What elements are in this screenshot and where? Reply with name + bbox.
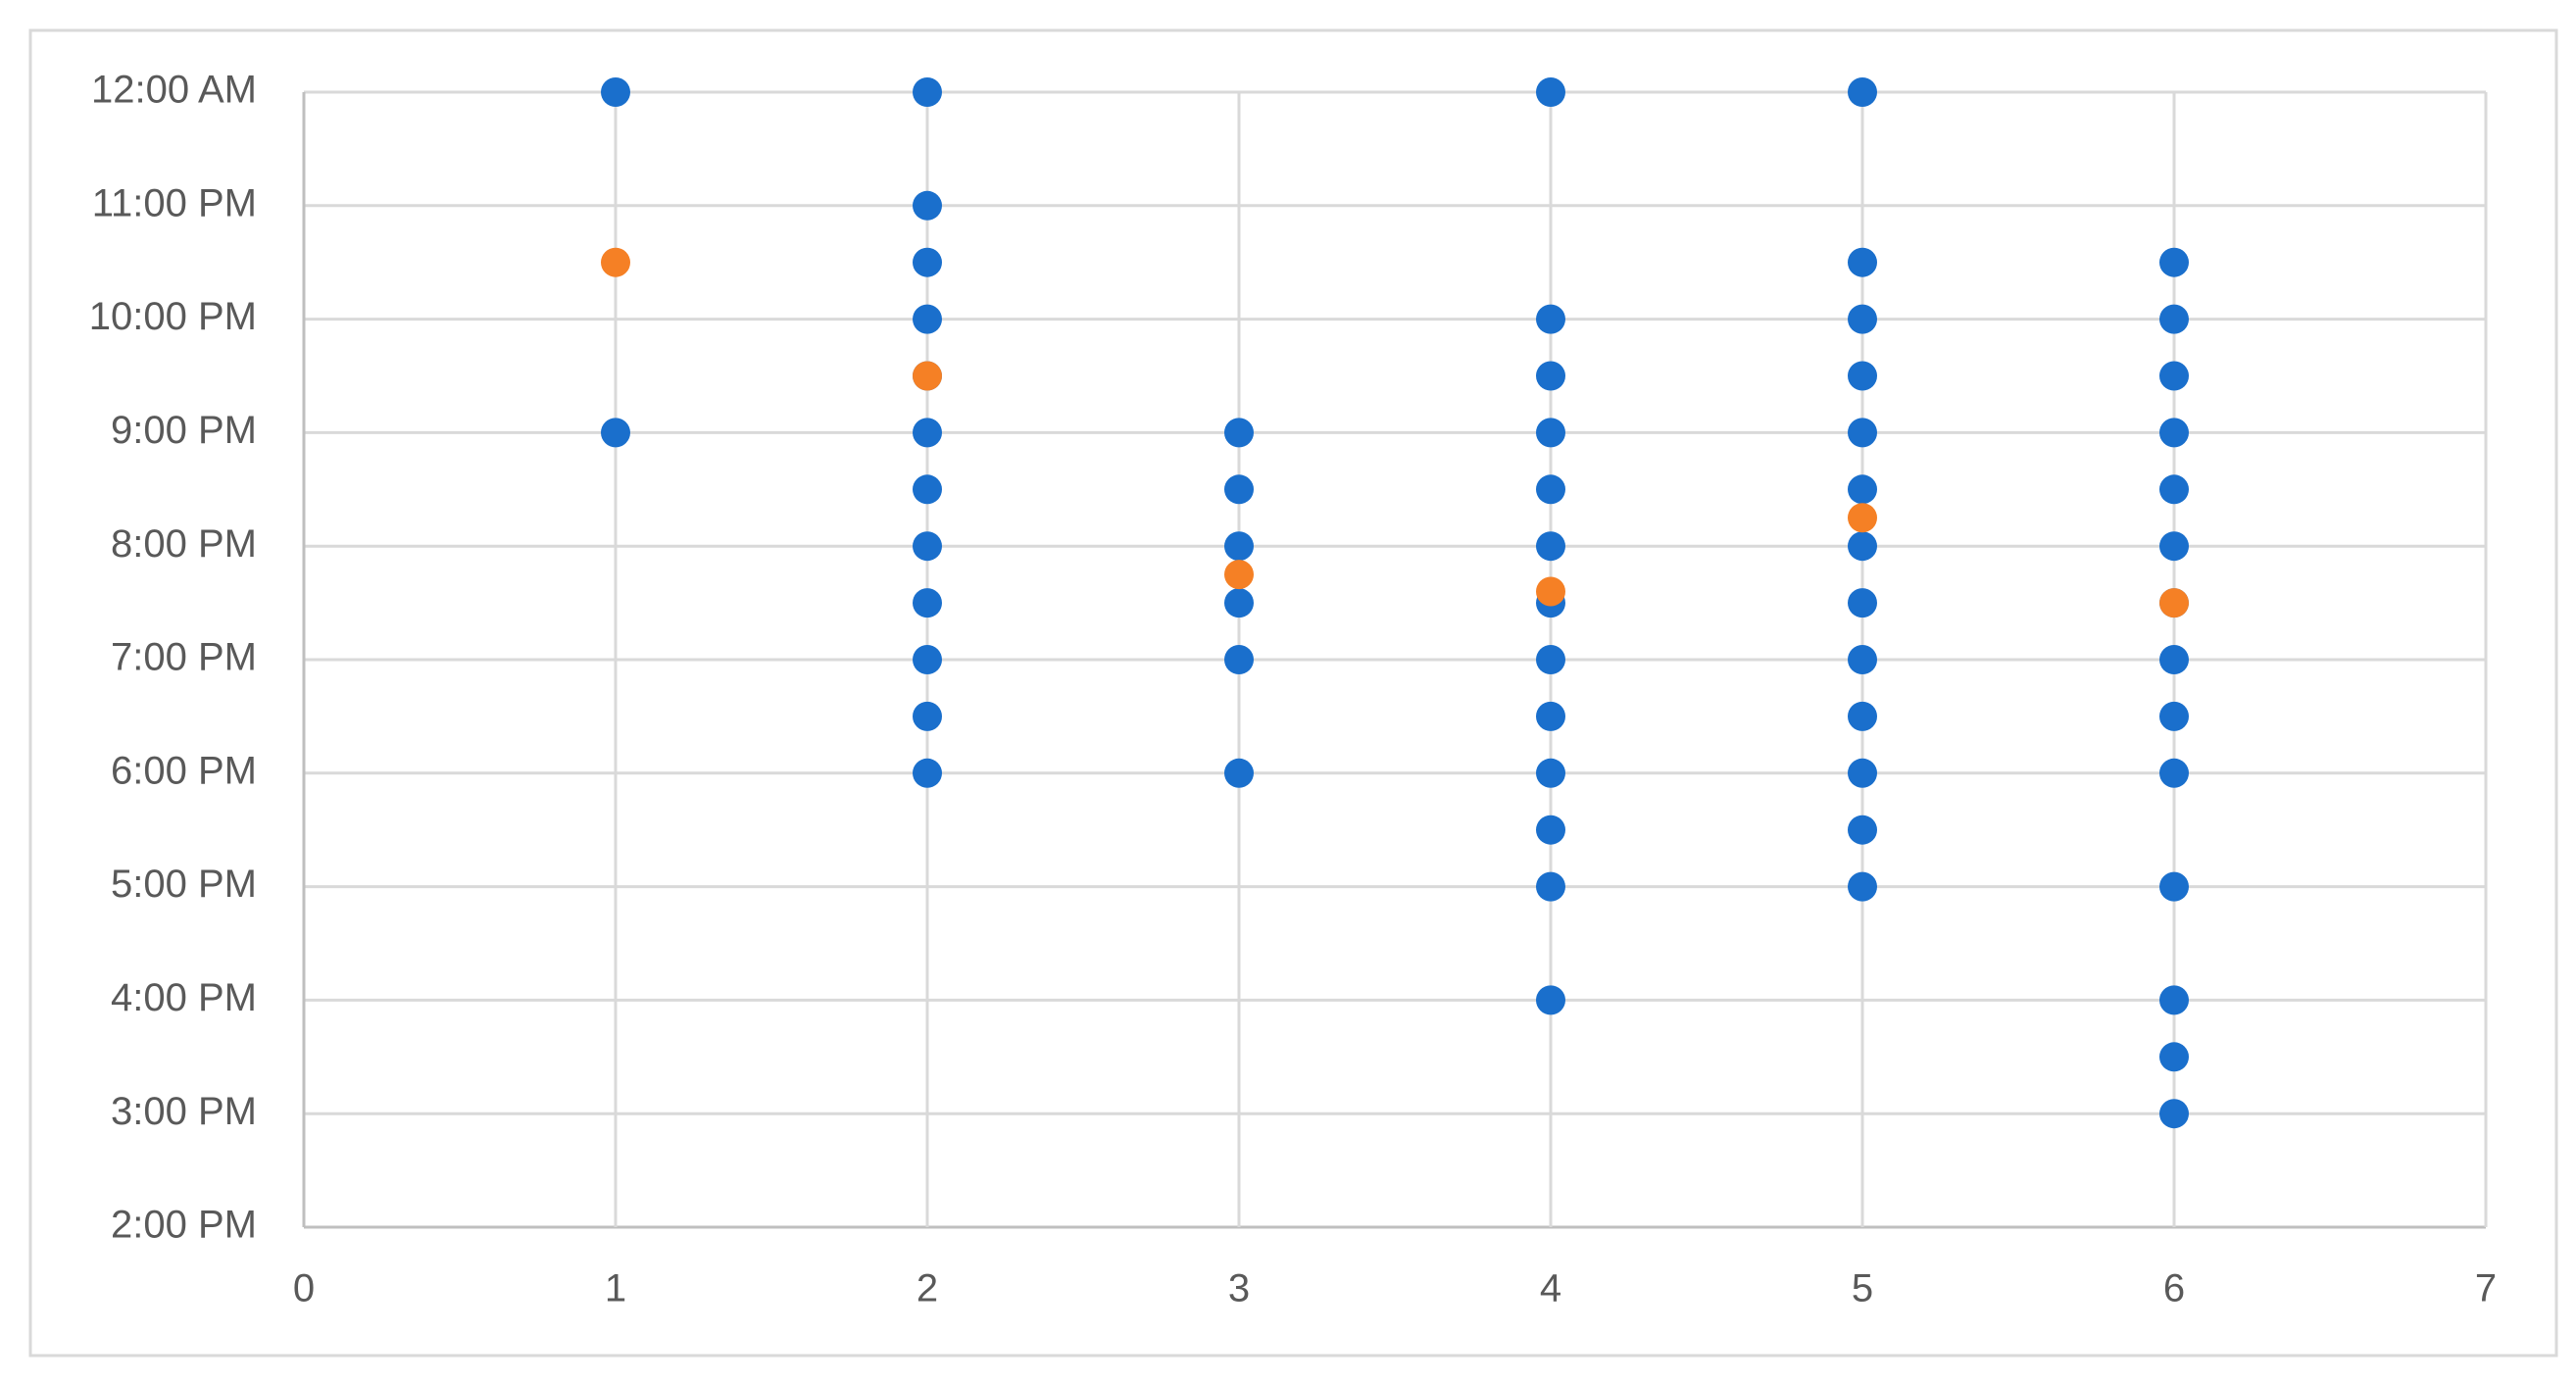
point [1536, 701, 1565, 731]
point [2159, 361, 2189, 391]
point [2159, 474, 2189, 505]
y-tick-label: 5:00 PM [111, 863, 257, 906]
point [1536, 871, 1565, 902]
point [913, 758, 942, 788]
point [1224, 531, 1254, 562]
y-tick-label: 2:00 PM [111, 1204, 257, 1247]
point [913, 304, 942, 334]
point [1848, 247, 1877, 277]
point [2159, 645, 2189, 674]
point [1848, 503, 1877, 533]
point [1536, 758, 1565, 788]
point [1536, 418, 1565, 448]
point [1848, 474, 1877, 505]
point [1536, 531, 1565, 562]
point [1536, 77, 1565, 107]
point [913, 77, 942, 107]
y-tick-label: 6:00 PM [111, 749, 257, 792]
point [1848, 418, 1877, 448]
point [1848, 815, 1877, 845]
point [1224, 645, 1254, 674]
point [913, 247, 942, 277]
point [2159, 247, 2189, 277]
point [1224, 588, 1254, 618]
x-tick-label: 5 [1852, 1267, 1873, 1310]
point [1536, 985, 1565, 1015]
x-tick-label: 7 [2475, 1267, 2497, 1310]
y-tick-label: 10:00 PM [89, 295, 257, 338]
point [913, 190, 942, 221]
point [1848, 645, 1877, 674]
point [2159, 701, 2189, 731]
point [1536, 304, 1565, 334]
point [913, 645, 942, 674]
point [913, 588, 942, 618]
point [2159, 588, 2189, 618]
point [913, 531, 942, 562]
point [913, 701, 942, 731]
y-tick-label: 11:00 PM [92, 181, 257, 224]
point [2159, 871, 2189, 902]
point [913, 418, 942, 448]
point [2159, 1099, 2189, 1129]
point [1224, 758, 1254, 788]
point [1848, 758, 1877, 788]
x-tick-label: 2 [916, 1267, 938, 1310]
point [1224, 560, 1254, 590]
point [601, 418, 630, 448]
x-tick-label: 3 [1228, 1267, 1250, 1310]
point [1848, 588, 1877, 618]
point [1848, 77, 1877, 107]
x-tick-label: 4 [1540, 1267, 1561, 1310]
point [1224, 418, 1254, 448]
y-tick-label: 7:00 PM [111, 636, 257, 679]
point [1848, 361, 1877, 391]
point [1848, 531, 1877, 562]
point [2159, 758, 2189, 788]
point [601, 77, 630, 107]
point [1848, 871, 1877, 902]
point [2159, 531, 2189, 562]
point [2159, 418, 2189, 448]
y-tick-label: 4:00 PM [111, 976, 257, 1019]
point [913, 361, 942, 391]
x-tick-label: 0 [293, 1267, 315, 1310]
y-tick-label: 3:00 PM [111, 1090, 257, 1133]
point [2159, 1042, 2189, 1072]
point [1536, 576, 1565, 607]
point [1536, 645, 1565, 674]
point [1224, 474, 1254, 505]
y-tick-label: 8:00 PM [111, 522, 257, 566]
point [1536, 815, 1565, 845]
chart-border [28, 28, 2558, 1358]
point [1848, 304, 1877, 334]
point [2159, 304, 2189, 334]
point [2159, 985, 2189, 1015]
point [913, 474, 942, 505]
point [1848, 701, 1877, 731]
point [1536, 361, 1565, 391]
point [601, 247, 630, 277]
y-tick-label: 12:00 AM [91, 69, 257, 112]
x-tick-label: 6 [2163, 1267, 2185, 1310]
x-tick-label: 1 [605, 1267, 626, 1310]
y-tick-label: 9:00 PM [111, 409, 257, 452]
point [1536, 474, 1565, 505]
